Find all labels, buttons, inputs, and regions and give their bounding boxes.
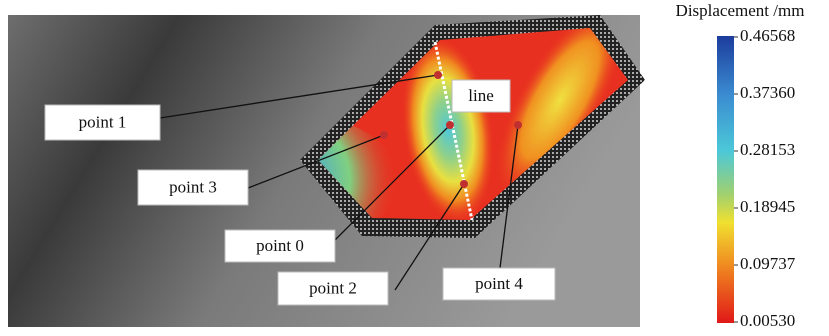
tick-label: 0.18945 (740, 197, 795, 216)
colorbar (717, 36, 734, 323)
tick-label: 0.00530 (740, 311, 795, 330)
tick-label: 0.46568 (740, 26, 795, 45)
colorbar-title: Displacement /mm (676, 1, 805, 20)
tick-label: 0.09737 (740, 254, 796, 273)
label: point 4 (475, 274, 523, 293)
label: point 3 (169, 177, 217, 196)
label: point 0 (256, 236, 304, 255)
label: point 2 (309, 278, 357, 297)
label: line (468, 86, 494, 105)
tick-label: 0.28153 (740, 140, 795, 159)
tick-label: 0.37360 (740, 83, 795, 102)
label: point 1 (79, 112, 127, 131)
figure: Displacement /mm point 1 line point 3 point… (0, 0, 829, 331)
